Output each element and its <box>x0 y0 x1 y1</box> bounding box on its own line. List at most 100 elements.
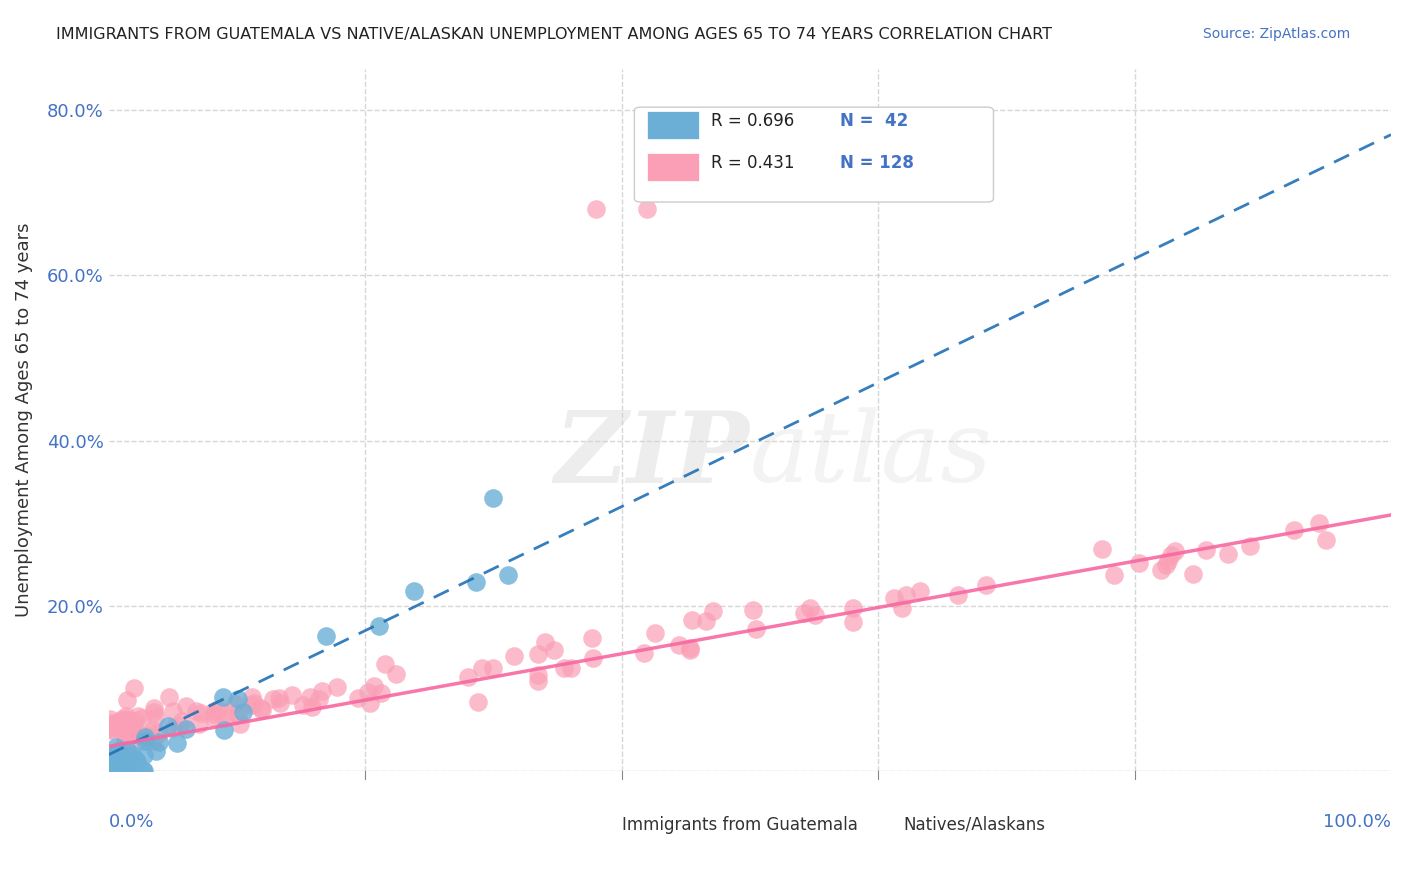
Point <box>169 718 191 732</box>
Point <box>1164 544 1187 558</box>
Point <box>124 714 146 728</box>
Point <box>890 601 912 615</box>
Point <box>250 701 273 715</box>
Point <box>172 714 194 729</box>
Point <box>226 692 249 706</box>
Point <box>100 764 122 779</box>
Text: atlas: atlas <box>749 408 993 503</box>
Point <box>243 696 266 710</box>
Point <box>498 567 520 582</box>
Point <box>560 661 582 675</box>
Point <box>115 712 138 726</box>
Point <box>315 629 337 643</box>
Y-axis label: Unemployment Among Ages 65 to 74 years: Unemployment Among Ages 65 to 74 years <box>15 223 32 617</box>
Point <box>202 704 225 718</box>
Point <box>127 708 149 723</box>
Point <box>679 641 702 656</box>
Point <box>201 710 224 724</box>
Point <box>1308 516 1330 531</box>
Point <box>744 623 766 637</box>
Point <box>1195 543 1218 558</box>
Point <box>111 764 134 779</box>
Point <box>465 574 488 589</box>
Point <box>224 697 246 711</box>
Point <box>1160 548 1182 562</box>
Point <box>292 698 315 712</box>
Point <box>581 631 603 645</box>
Point <box>527 673 550 688</box>
Point <box>162 704 184 718</box>
Point <box>232 706 254 720</box>
Point <box>359 696 381 710</box>
Point <box>121 722 143 736</box>
Point <box>267 690 290 705</box>
Point <box>104 740 127 755</box>
Point <box>114 731 136 745</box>
Point <box>679 643 702 657</box>
Point <box>1102 567 1125 582</box>
Point <box>207 702 229 716</box>
Point <box>132 747 155 762</box>
Point <box>176 699 198 714</box>
Point <box>111 752 134 766</box>
Text: R = 0.696: R = 0.696 <box>711 112 794 130</box>
Point <box>702 604 724 618</box>
Point <box>214 711 236 725</box>
Point <box>103 747 125 762</box>
Point <box>212 690 235 705</box>
Bar <box>647 153 699 181</box>
Point <box>368 619 391 633</box>
Point <box>1157 554 1180 568</box>
Point <box>896 588 918 602</box>
Point <box>162 721 184 735</box>
Point <box>883 591 905 605</box>
Point <box>457 670 479 684</box>
Point <box>534 635 557 649</box>
Text: IMMIGRANTS FROM GUATEMALA VS NATIVE/ALASKAN UNEMPLOYMENT AMONG AGES 65 TO 74 YEA: IMMIGRANTS FROM GUATEMALA VS NATIVE/ALAS… <box>56 27 1052 42</box>
Point <box>115 742 138 756</box>
Point <box>1156 558 1178 573</box>
Text: N = 128: N = 128 <box>839 154 914 172</box>
Point <box>262 692 284 706</box>
Point <box>114 720 136 734</box>
Point <box>118 735 141 749</box>
Text: 0.0%: 0.0% <box>108 814 155 831</box>
Point <box>131 711 153 725</box>
Point <box>240 690 263 704</box>
Point <box>105 716 128 731</box>
Point <box>114 730 136 744</box>
Point <box>134 730 156 744</box>
Point <box>215 706 238 721</box>
Point <box>326 680 349 694</box>
Point <box>385 667 408 681</box>
Point <box>122 681 145 695</box>
Point <box>148 727 170 741</box>
Point <box>111 712 134 726</box>
Point <box>633 646 655 660</box>
Point <box>471 661 494 675</box>
Point <box>134 728 156 742</box>
Point <box>644 626 666 640</box>
Point <box>120 763 142 777</box>
Point <box>115 713 138 727</box>
Text: 100.0%: 100.0% <box>1323 814 1391 831</box>
Point <box>363 679 385 693</box>
Point <box>132 731 155 745</box>
Point <box>157 690 180 705</box>
Point <box>125 753 148 767</box>
Point <box>156 719 179 733</box>
Point <box>204 706 226 721</box>
Text: ZIP: ZIP <box>555 407 749 503</box>
Text: Source: ZipAtlas.com: Source: ZipAtlas.com <box>1202 27 1350 41</box>
Point <box>186 704 208 718</box>
Point <box>799 601 821 615</box>
Point <box>226 706 249 721</box>
Point <box>543 643 565 657</box>
Point <box>98 764 121 779</box>
Point <box>668 638 690 652</box>
Point <box>1239 539 1261 553</box>
Point <box>111 748 134 763</box>
Point <box>1150 563 1173 577</box>
Point <box>145 744 167 758</box>
Point <box>974 578 997 592</box>
